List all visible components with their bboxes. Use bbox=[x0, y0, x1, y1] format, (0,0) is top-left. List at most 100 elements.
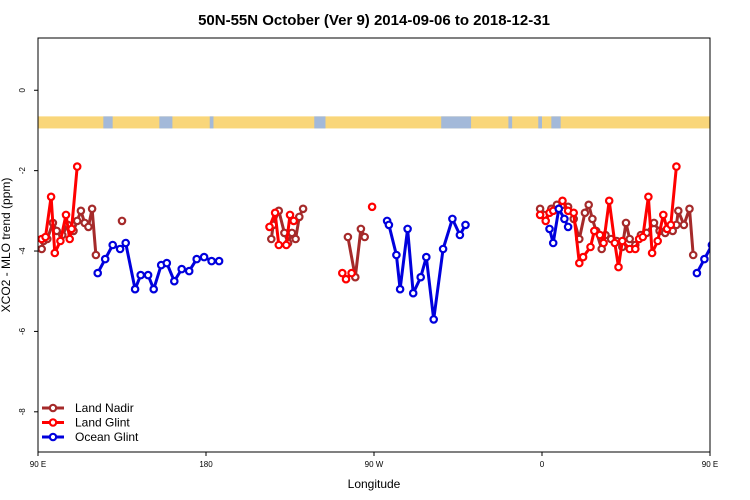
data-point bbox=[610, 238, 620, 248]
strip-ocean bbox=[441, 116, 472, 129]
data-point bbox=[207, 256, 216, 266]
data-point bbox=[274, 240, 284, 250]
data-point bbox=[429, 315, 439, 324]
data-point bbox=[679, 220, 689, 230]
data-point bbox=[360, 232, 370, 242]
data-point bbox=[395, 284, 405, 294]
data-point bbox=[87, 204, 97, 214]
data-point bbox=[548, 238, 558, 248]
data-point bbox=[574, 258, 584, 268]
data-point bbox=[617, 236, 627, 246]
data-point bbox=[72, 216, 82, 226]
data-point bbox=[438, 244, 448, 254]
data-point bbox=[672, 162, 681, 171]
data-point bbox=[347, 268, 356, 278]
data-point bbox=[722, 240, 728, 246]
data-point bbox=[291, 234, 300, 244]
data-point bbox=[61, 210, 71, 220]
data-point bbox=[621, 218, 631, 228]
data-point bbox=[586, 242, 595, 252]
data-point bbox=[130, 284, 140, 294]
data-point bbox=[589, 226, 599, 236]
data-point bbox=[737, 272, 743, 278]
data-point bbox=[614, 262, 623, 272]
legend-item: Land Glint bbox=[42, 416, 130, 430]
data-point bbox=[731, 286, 737, 292]
x-axis-label: Longitude bbox=[348, 477, 401, 491]
data-point bbox=[408, 288, 418, 298]
data-point bbox=[541, 216, 551, 226]
data-point bbox=[84, 222, 93, 232]
data-point bbox=[285, 210, 295, 220]
data-point bbox=[563, 222, 573, 232]
series-ocean-glint bbox=[93, 204, 743, 324]
data-point bbox=[367, 202, 377, 212]
data-point bbox=[578, 252, 588, 262]
x-axis: 90 E 180 90 W 0 90 E bbox=[30, 452, 718, 469]
y-tick-label: 0 bbox=[18, 87, 27, 92]
data-point bbox=[170, 276, 179, 286]
data-point bbox=[76, 206, 86, 216]
data-point bbox=[100, 254, 110, 264]
legend-label: Land Nadir bbox=[75, 401, 134, 415]
strip-ocean bbox=[159, 116, 173, 129]
legend-swatch-marker bbox=[48, 403, 58, 413]
data-point bbox=[184, 266, 194, 276]
data-point bbox=[384, 220, 394, 230]
data-point bbox=[595, 230, 605, 240]
data-point bbox=[56, 236, 65, 246]
x-tick-label: 90 E bbox=[702, 460, 718, 469]
y-axis: 0 -2 -4 -6 -8 bbox=[18, 87, 38, 415]
data-point bbox=[143, 270, 153, 280]
data-point bbox=[448, 214, 457, 224]
data-point bbox=[149, 284, 159, 294]
data-point bbox=[638, 232, 648, 242]
data-point bbox=[588, 214, 597, 224]
x-tick-label: 180 bbox=[199, 460, 213, 469]
data-point bbox=[630, 244, 640, 254]
series-line bbox=[346, 227, 367, 279]
data-point bbox=[584, 200, 594, 210]
data-point bbox=[136, 270, 146, 280]
strip-ocean bbox=[551, 116, 561, 129]
data-point bbox=[599, 238, 608, 248]
data-point bbox=[666, 220, 676, 230]
data-point bbox=[673, 206, 683, 216]
plot-frame bbox=[37, 37, 711, 453]
series-line bbox=[387, 217, 467, 321]
legend-swatch-marker bbox=[48, 432, 58, 442]
data-point bbox=[93, 268, 103, 278]
legend-label: Land Glint bbox=[75, 416, 130, 430]
strip-ocean bbox=[209, 116, 214, 129]
data-point bbox=[67, 224, 76, 234]
data-point bbox=[692, 268, 702, 278]
data-point bbox=[535, 210, 545, 220]
data-point bbox=[560, 214, 569, 224]
data-point bbox=[716, 246, 722, 252]
data-point bbox=[199, 252, 209, 262]
data-point bbox=[121, 238, 131, 248]
data-point bbox=[580, 208, 590, 218]
series-layer bbox=[38, 162, 743, 324]
data-point bbox=[625, 234, 635, 244]
data-point bbox=[281, 240, 291, 250]
data-point bbox=[294, 212, 304, 222]
data-point bbox=[72, 162, 82, 171]
data-point bbox=[700, 254, 709, 264]
data-point bbox=[558, 196, 567, 206]
strip-ocean bbox=[103, 116, 113, 129]
strip-land bbox=[38, 116, 710, 129]
x-tick-label: 90 W bbox=[365, 460, 384, 469]
legend-item: Ocean Glint bbox=[42, 430, 139, 444]
data-point bbox=[658, 210, 668, 220]
chart-title: 50N-55N October (Ver 9) 2014-09-06 to 20… bbox=[198, 12, 550, 29]
strip-ocean bbox=[508, 116, 513, 129]
data-point bbox=[162, 258, 172, 268]
data-point bbox=[416, 272, 426, 282]
data-point bbox=[545, 224, 554, 234]
data-point bbox=[392, 250, 401, 260]
data-point bbox=[65, 234, 75, 244]
data-point bbox=[289, 216, 299, 226]
data-point bbox=[569, 208, 579, 218]
